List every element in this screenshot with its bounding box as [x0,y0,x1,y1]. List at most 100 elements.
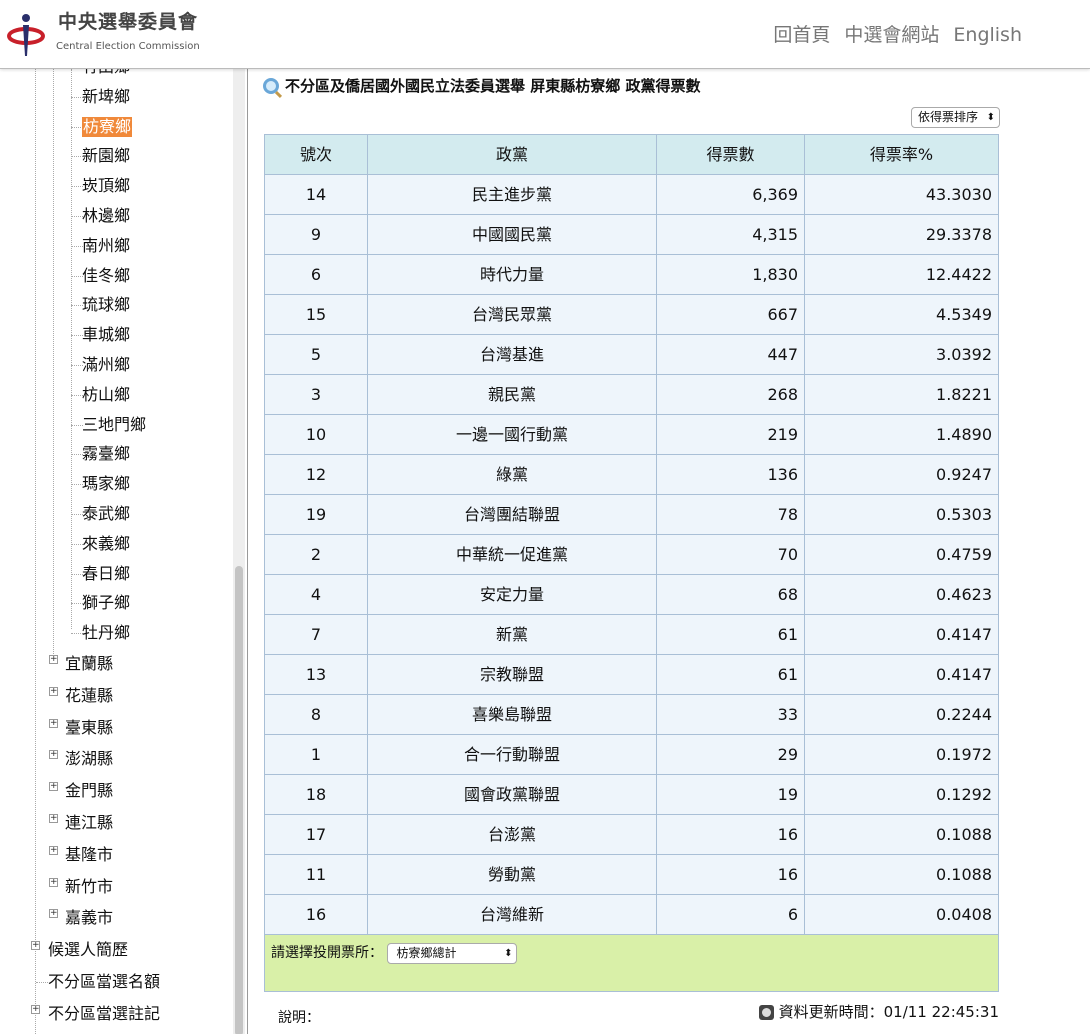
expand-plus-icon[interactable]: + [49,814,58,823]
cell-number: 15 [264,294,368,335]
tree-item-township[interactable]: 南州鄉 [82,235,131,255]
tree-item-county[interactable]: 金門縣 [65,781,114,801]
cell-rate: 0.4147 [804,654,999,695]
magnifier-icon [263,78,279,94]
tree-item-township[interactable]: 新埤鄉 [82,86,131,106]
table-row: 13 宗教聯盟 61 0.4147 [264,654,999,695]
station-select[interactable]: 枋寮鄉總計 [387,942,518,964]
cell-number: 17 [264,814,368,855]
tree-item-township[interactable]: 新園鄉 [82,146,131,166]
station-label: 請選擇投開票所： [271,945,383,961]
cell-votes: 19 [656,774,805,815]
sort-select[interactable]: 依得票排序 [911,107,1000,128]
expand-plus-icon[interactable]: + [31,941,40,950]
expand-plus-icon[interactable]: + [49,718,58,728]
expand-plus-icon[interactable]: + [49,782,58,792]
tree-item-county[interactable]: 臺東縣 [65,717,114,737]
tree-item-county[interactable]: 新竹市 [65,876,114,896]
tree-item-township[interactable]: 泰武鄉 [82,504,131,523]
tree-item-section[interactable]: 不分區當選名額 [48,971,161,991]
cell-rate: 1.8221 [804,374,999,415]
nav-cec-site[interactable]: 中選會網站 [844,24,940,46]
cell-party: 新黨 [367,614,657,655]
nav-english[interactable]: English [953,24,1022,46]
tree-item-township[interactable]: 獅子鄉 [82,593,131,613]
update-time-text: 資料更新時間：01/11 22:45:31 [778,1003,999,1021]
tree-item-county[interactable]: 連江縣 [65,813,114,832]
expand-plus-icon[interactable]: + [49,845,58,855]
table-row: 9 中國國民黨 4,315 29.3378 [264,214,999,255]
tree-item-township[interactable]: 枋寮鄉 [82,116,133,137]
tree-item-township[interactable]: 林邊鄉 [82,206,131,225]
nav-home[interactable]: 回首頁 [773,24,831,46]
tree-item-township[interactable]: 三地門鄉 [82,414,147,434]
tree-item-county[interactable]: 嘉義市 [65,908,114,928]
expand-plus-icon[interactable]: + [49,877,58,887]
cell-number: 9 [264,214,368,255]
tree-item-section[interactable]: 不分區當選註記 [48,1003,161,1023]
cell-rate: 3.0392 [804,334,999,375]
sidebar-scrollbar[interactable] [233,69,245,1034]
cell-votes: 6 [656,894,805,935]
tree-item-township[interactable]: 竹田鄉 [82,69,130,77]
tree-item-township[interactable]: 霧臺鄉 [82,444,131,464]
expand-plus-icon[interactable]: + [49,750,58,760]
cell-number: 10 [264,414,368,455]
tree-item-township[interactable]: 車城鄉 [82,325,131,345]
table-row: 8 喜樂島聯盟 33 0.2244 [264,694,999,735]
tree-item-township[interactable]: 琉球鄉 [82,295,131,315]
table-row: 6 時代力量 1,830 12.4422 [264,254,999,295]
station-selector-panel: 請選擇投開票所： 枋寮鄉總計 [264,935,999,992]
cell-votes: 667 [656,294,805,335]
logo-subtitle: Central Election Commission [56,41,200,52]
cell-votes: 68 [656,574,805,615]
col-rate: 得票率% [804,134,999,175]
expand-plus-icon[interactable]: + [49,686,58,696]
logo[interactable]: 中央選舉委員會 Central Election Commission [6,8,200,60]
cell-votes: 4,315 [656,214,805,255]
cell-party: 時代力量 [367,254,657,295]
cell-number: 5 [264,334,368,375]
tree-item-county[interactable]: 基隆市 [65,844,114,864]
cell-votes: 16 [656,814,805,855]
tree-item-township[interactable]: 崁頂鄉 [82,176,131,196]
tree-item-township[interactable]: 佳冬鄉 [82,265,131,285]
tree-item-section[interactable]: 候選人簡歷 [48,940,129,959]
tree-item-township[interactable]: 春日鄉 [82,563,131,583]
results-table: 號次 政黨 得票數 得票率% 14 民主進步黨 6,369 43.3030 9 中國國民黨… [264,134,999,935]
cell-rate: 0.0408 [804,894,999,935]
page-title: 不分區及僑居國外國民立法委員選舉 屏東縣枋寮鄉 政黨得票數 [263,75,700,97]
tree-item-township[interactable]: 滿州鄉 [82,355,131,374]
table-row: 17 台澎黨 16 0.1088 [264,814,999,855]
clock-icon [758,1004,774,1020]
expand-plus-icon[interactable]: + [49,655,58,664]
cell-rate: 0.1088 [804,814,999,855]
tree-item-county[interactable]: 澎湖縣 [65,749,114,769]
tree-item-township[interactable]: 來義鄉 [82,533,131,553]
tree-item-county[interactable]: 花蓮縣 [65,685,114,705]
cell-rate: 0.1972 [804,734,999,775]
tree-item-county[interactable]: 宜蘭縣 [65,654,114,673]
table-row: 18 國會政黨聯盟 19 0.1292 [264,774,999,815]
cell-party: 親民黨 [367,374,657,415]
cell-party: 喜樂島聯盟 [367,694,657,735]
cell-number: 8 [264,694,368,735]
cell-rate: 0.9247 [804,454,999,495]
table-row: 14 民主進步黨 6,369 43.3030 [264,174,999,215]
table-row: 1 合一行動聯盟 29 0.1972 [264,734,999,775]
expand-plus-icon[interactable]: + [49,909,58,919]
expand-plus-icon[interactable]: + [31,1004,40,1014]
scrollbar-thumb[interactable] [235,566,243,1034]
cell-number: 19 [264,494,368,535]
table-row: 10 一邊一國行動黨 219 1.4890 [264,414,999,455]
tree-item-township[interactable]: 枋山鄉 [82,384,131,404]
tree-item-township[interactable]: 牡丹鄉 [82,623,131,643]
cell-rate: 0.4623 [804,574,999,615]
table-row: 7 新黨 61 0.4147 [264,614,999,655]
tree-item-township[interactable]: 瑪家鄉 [82,474,131,494]
cec-logo-icon [7,14,45,56]
cell-party: 台灣民眾黨 [367,294,657,335]
cell-party: 民主進步黨 [367,174,657,215]
cell-votes: 61 [656,614,805,655]
cell-number: 7 [264,614,368,655]
